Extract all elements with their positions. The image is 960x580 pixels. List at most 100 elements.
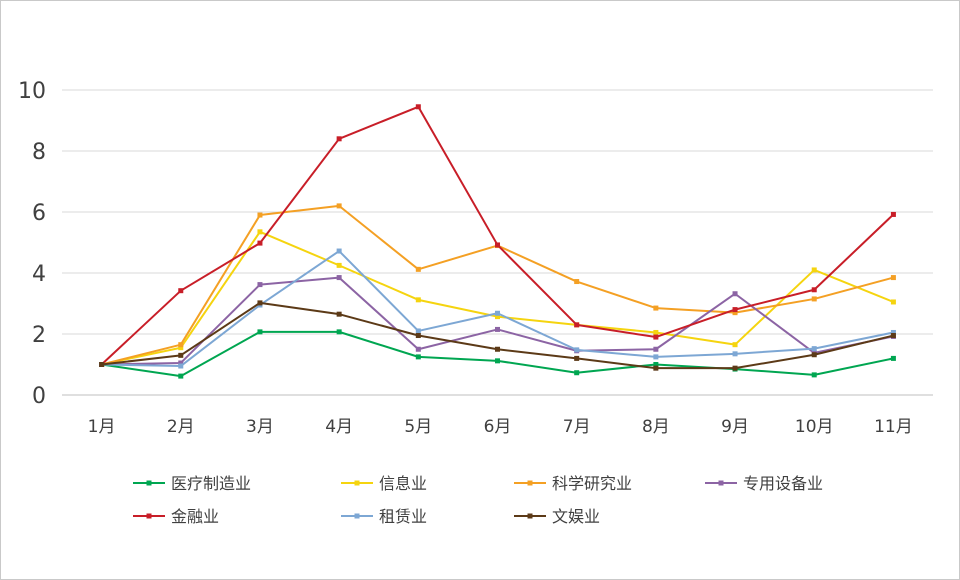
data-point bbox=[732, 291, 738, 297]
series-group bbox=[99, 229, 896, 367]
y-tick-label: 2 bbox=[32, 323, 46, 348]
data-point bbox=[890, 355, 896, 361]
data-point bbox=[257, 240, 263, 246]
legend-swatch-marker bbox=[527, 480, 533, 486]
data-point bbox=[178, 345, 184, 351]
legend-label: 租赁业 bbox=[379, 507, 427, 526]
data-point bbox=[495, 310, 500, 316]
data-point bbox=[890, 275, 896, 281]
legend-swatch-marker bbox=[718, 480, 724, 486]
data-point bbox=[732, 365, 738, 371]
data-point bbox=[178, 342, 184, 348]
x-tick-label: 9月 bbox=[721, 417, 749, 437]
data-point bbox=[574, 322, 580, 328]
data-point bbox=[415, 328, 421, 334]
series-group bbox=[99, 104, 896, 367]
legend-item: 专用设备业 bbox=[705, 474, 823, 493]
data-point bbox=[653, 365, 659, 371]
legend-swatch-marker bbox=[354, 480, 360, 486]
data-point bbox=[574, 370, 580, 376]
data-point bbox=[732, 307, 738, 313]
data-point bbox=[257, 329, 263, 335]
data-point bbox=[495, 242, 500, 248]
data-point bbox=[574, 279, 580, 285]
legend-item: 文娱业 bbox=[514, 507, 600, 526]
data-point bbox=[574, 355, 580, 361]
data-point bbox=[178, 352, 184, 358]
data-point bbox=[336, 329, 342, 335]
data-point bbox=[653, 329, 659, 335]
data-point bbox=[495, 326, 500, 332]
series-group bbox=[99, 329, 896, 379]
series-line bbox=[100, 105, 895, 366]
legend-label: 文娱业 bbox=[552, 507, 600, 526]
y-tick-label: 10 bbox=[18, 79, 46, 104]
data-point bbox=[257, 282, 263, 288]
y-tick-label: 0 bbox=[32, 384, 46, 409]
series-group bbox=[99, 203, 896, 367]
data-point bbox=[178, 373, 184, 379]
x-tick-label: 4月 bbox=[325, 417, 353, 437]
legend-label: 医疗制造业 bbox=[171, 474, 251, 493]
series-group bbox=[99, 275, 896, 367]
data-point bbox=[336, 311, 342, 317]
data-point bbox=[811, 352, 817, 358]
data-point bbox=[495, 314, 500, 320]
x-tick-label: 8月 bbox=[642, 417, 670, 437]
legend-swatch-marker bbox=[354, 513, 360, 519]
data-point bbox=[732, 342, 738, 348]
data-point bbox=[653, 334, 659, 340]
series-line bbox=[101, 230, 894, 366]
data-point bbox=[811, 372, 817, 378]
data-point bbox=[811, 296, 817, 302]
data-point bbox=[811, 346, 817, 352]
x-tick-label: 5月 bbox=[404, 417, 432, 437]
legend-item: 医疗制造业 bbox=[133, 474, 251, 493]
series-line bbox=[101, 204, 894, 366]
legend-label: 金融业 bbox=[171, 507, 219, 526]
data-point bbox=[811, 287, 817, 293]
data-point bbox=[811, 267, 817, 273]
data-point bbox=[415, 346, 421, 352]
x-tick-label: 1月 bbox=[88, 417, 116, 437]
x-tick-label: 7月 bbox=[563, 417, 591, 437]
y-tick-label: 6 bbox=[32, 201, 46, 226]
data-point bbox=[890, 333, 896, 339]
legend-label: 科学研究业 bbox=[552, 474, 632, 493]
data-point bbox=[257, 300, 263, 306]
x-tick-label: 3月 bbox=[246, 417, 274, 437]
data-point bbox=[336, 136, 342, 142]
x-tick-label: 2月 bbox=[167, 417, 195, 437]
data-point bbox=[653, 362, 659, 367]
data-point bbox=[178, 363, 184, 369]
series-lines bbox=[99, 104, 896, 379]
series-line bbox=[101, 330, 894, 378]
legend-swatch-marker bbox=[146, 513, 152, 519]
legend-swatch-marker bbox=[146, 480, 152, 486]
data-point bbox=[495, 346, 500, 352]
data-point bbox=[890, 329, 896, 335]
data-point bbox=[178, 360, 184, 366]
data-point bbox=[653, 305, 659, 311]
data-point bbox=[336, 275, 342, 281]
data-point bbox=[890, 299, 896, 305]
y-axis-ticks: 0 2 4 6 8 10 bbox=[18, 79, 46, 409]
data-point bbox=[415, 354, 421, 360]
data-point bbox=[336, 203, 342, 209]
data-point bbox=[415, 266, 421, 272]
data-point bbox=[415, 297, 421, 303]
data-point bbox=[415, 333, 421, 339]
data-point bbox=[653, 354, 659, 360]
data-point bbox=[495, 358, 500, 364]
legend-swatch-marker bbox=[527, 513, 533, 519]
data-point bbox=[257, 212, 263, 218]
legend-item: 金融业 bbox=[133, 507, 219, 526]
x-axis-ticks: 1月 2月 3月 4月 5月 6月 7月 8月 9月 10月 11月 bbox=[88, 417, 913, 437]
y-tick-label: 4 bbox=[32, 262, 46, 287]
legend-item: 科学研究业 bbox=[514, 474, 632, 493]
data-point bbox=[257, 229, 263, 235]
y-tick-label: 8 bbox=[32, 140, 46, 165]
data-point bbox=[653, 346, 659, 352]
